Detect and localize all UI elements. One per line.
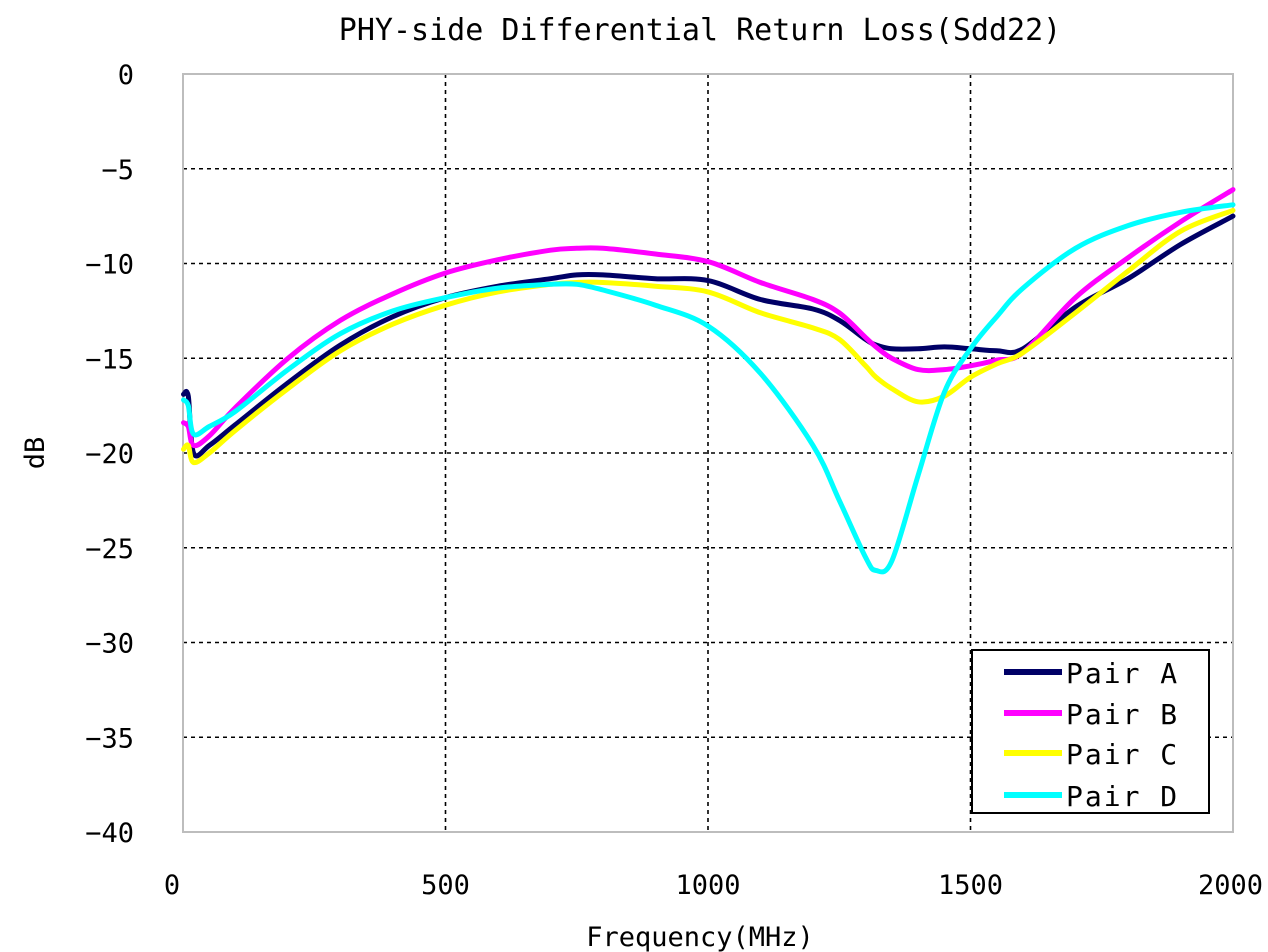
y-tick-label: −20 xyxy=(85,439,134,470)
legend: Pair A Pair B Pair C Pair D xyxy=(971,649,1210,814)
y-axis-title: dB xyxy=(20,437,51,470)
y-tick-label: −40 xyxy=(85,818,134,849)
legend-box xyxy=(971,649,1210,814)
legend-label-pair-d: Pair D xyxy=(1066,780,1179,813)
y-tick-label: −30 xyxy=(85,629,134,660)
plot-area xyxy=(182,73,1234,833)
x-tick-labels: 0 500 1000 1500 2000 xyxy=(164,870,1263,901)
legend-label-pair-b: Pair B xyxy=(1066,698,1179,731)
y-tick-labels: 0 −5 −10 −15 −20 −25 −30 −35 −40 xyxy=(85,60,134,849)
series-line-pair-c xyxy=(181,207,1236,466)
y-tick-label: −5 xyxy=(101,155,134,186)
x-tick-label: 2000 xyxy=(1198,870,1263,901)
y-tick-label: 0 xyxy=(118,60,134,91)
chart-title: PHY-side Differential Return Loss(Sdd22) xyxy=(339,13,1061,48)
legend-label-pair-a: Pair A xyxy=(1066,657,1179,690)
x-tick-label: 500 xyxy=(421,870,470,901)
y-tick-label: −10 xyxy=(85,250,134,281)
x-axis-title: Frequency(MHz) xyxy=(586,922,814,952)
series-group xyxy=(181,187,1236,575)
y-tick-label: −35 xyxy=(85,723,134,754)
x-tick-label: 0 xyxy=(164,870,180,901)
y-tick-label: −15 xyxy=(85,344,134,375)
series-line-pair-a xyxy=(181,213,1236,459)
x-tick-label: 1000 xyxy=(675,870,740,901)
series-line-pair-d xyxy=(181,202,1236,575)
legend-label-pair-c: Pair C xyxy=(1066,738,1179,771)
x-tick-label: 1500 xyxy=(938,870,1003,901)
y-tick-label: −25 xyxy=(85,534,134,565)
